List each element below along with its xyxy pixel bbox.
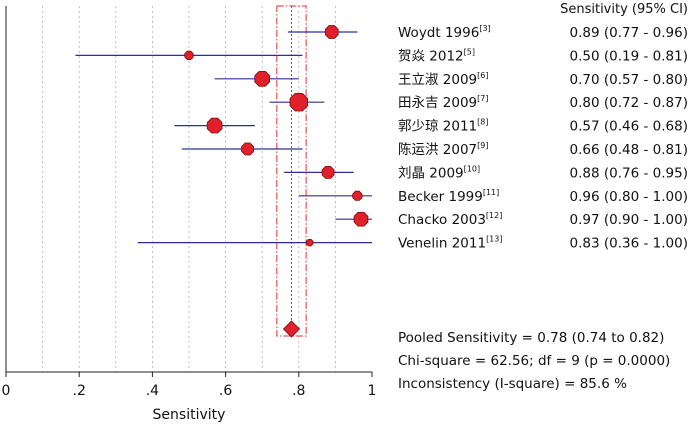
study-name: Woydt 1996 (398, 25, 479, 41)
ci-value-text: 0.50 (0.19 - 0.81) (570, 48, 688, 64)
x-tick-label: 0 (2, 383, 11, 399)
study-label: Chacko 2003[12] (398, 211, 502, 228)
grid-layer (42, 6, 336, 372)
inconsistency-text: Inconsistency (I-square) = 85.6 % (398, 376, 627, 392)
study-reference: [13] (486, 235, 502, 244)
x-tick-label: 1 (368, 383, 377, 399)
study-name: Chacko 2003 (398, 212, 486, 228)
study-rows (75, 25, 372, 338)
point-estimate-marker (206, 117, 223, 134)
study-name: 田永吉 2009 (398, 95, 477, 111)
point-estimate-marker (324, 25, 339, 39)
ci-value-text: 0.57 (0.46 - 0.68) (570, 119, 688, 135)
study-name: 贺焱 2012 (398, 48, 464, 64)
study-name: Venelin 2011 (398, 236, 486, 252)
chi-square-text: Chi-square = 62.56; df = 9 (p = 0.0000) (398, 353, 671, 369)
ci-value-text: 0.97 (0.90 - 1.00) (570, 212, 688, 228)
point-estimate-marker (184, 50, 194, 60)
study-reference: [8] (477, 118, 488, 127)
study-name: 陈运洪 2007 (398, 141, 477, 158)
point-estimate-marker (353, 211, 369, 227)
study-reference: [12] (486, 211, 502, 220)
study-label: 郭少琼 2011[8] (398, 118, 489, 135)
study-reference: [9] (477, 141, 488, 150)
x-tick-label: .8 (292, 383, 305, 399)
study-label: 陈运洪 2007[9] (398, 141, 489, 158)
study-reference: [11] (483, 188, 499, 197)
study-name: 刘晶 2009 (398, 165, 464, 181)
study-label: Woydt 1996[3] (398, 24, 491, 41)
x-tick-label: .2 (73, 383, 86, 399)
study-label: Venelin 2011[13] (398, 235, 502, 252)
point-estimate-marker (254, 71, 271, 87)
study-label: 田永吉 2009[7] (398, 94, 489, 111)
ci-value-text: 0.96 (0.80 - 1.00) (570, 189, 688, 205)
point-estimate-marker (306, 238, 314, 247)
column-header: Sensitivity (95% CI) (560, 2, 688, 17)
x-tick-label: .4 (146, 383, 159, 399)
study-reference: [6] (477, 71, 488, 80)
point-estimate-marker (321, 165, 335, 179)
study-reference: [3] (479, 24, 490, 33)
study-labels: Woydt 1996[3] 0.89 (0.77 - 0.96) 贺焱 2012[5… (398, 24, 688, 252)
pooled-diamond (282, 320, 301, 338)
study-label: 刘晶 2009[10] (398, 164, 480, 181)
ci-value-text: 0.80 (0.72 - 0.87) (570, 95, 688, 111)
ci-value-text: 0.83 (0.36 - 1.00) (570, 236, 688, 252)
pooled-sensitivity-text: Pooled Sensitivity = 0.78 (0.74 to 0.82) (398, 330, 665, 346)
study-label: Becker 1999[11] (398, 188, 499, 205)
point-estimate-marker (241, 142, 255, 156)
study-reference: [7] (477, 94, 488, 103)
ci-value-text: 0.88 (0.76 - 0.95) (570, 165, 688, 181)
study-name: Becker 1999 (398, 189, 483, 205)
study-reference: [10] (464, 164, 480, 173)
ci-value-text: 0.70 (0.57 - 0.80) (570, 72, 688, 88)
study-name: 王立淑 2009 (398, 72, 477, 88)
x-axis: 0 .2 .4 .6 .8 1 (2, 6, 377, 399)
study-label: 王立淑 2009[6] (398, 71, 489, 88)
point-estimate-marker (289, 93, 309, 112)
point-estimate-marker (352, 190, 363, 201)
pooled-ci-band (276, 5, 307, 337)
ci-value-text: 0.66 (0.48 - 0.81) (570, 142, 688, 158)
study-name: 郭少琼 2011 (398, 118, 477, 135)
x-axis-title: Sensitivity (153, 407, 226, 423)
study-label: 贺焱 2012[5] (398, 47, 475, 64)
x-tick-label: .6 (219, 383, 232, 399)
ci-value-text: 0.89 (0.77 - 0.96) (570, 25, 688, 41)
study-reference: [5] (464, 47, 475, 56)
